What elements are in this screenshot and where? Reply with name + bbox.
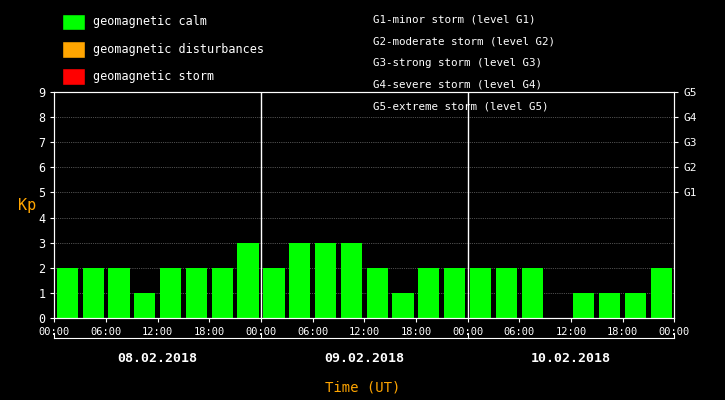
Bar	[599, 293, 621, 318]
Bar	[186, 268, 207, 318]
Text: geomagnetic disturbances: geomagnetic disturbances	[93, 43, 264, 56]
Bar	[470, 268, 491, 318]
Text: G4-severe storm (level G4): G4-severe storm (level G4)	[373, 80, 542, 90]
Bar	[160, 268, 181, 318]
Text: 10.02.2018: 10.02.2018	[531, 352, 611, 364]
Text: geomagnetic calm: geomagnetic calm	[93, 16, 207, 28]
Bar	[444, 268, 465, 318]
Bar	[651, 268, 672, 318]
Bar	[392, 293, 414, 318]
Bar	[625, 293, 646, 318]
Bar	[367, 268, 388, 318]
Bar	[57, 268, 78, 318]
Bar	[83, 268, 104, 318]
Y-axis label: Kp: Kp	[18, 198, 36, 212]
Text: G3-strong storm (level G3): G3-strong storm (level G3)	[373, 58, 542, 68]
Text: geomagnetic storm: geomagnetic storm	[93, 70, 214, 83]
Text: 09.02.2018: 09.02.2018	[324, 352, 405, 364]
Bar	[496, 268, 517, 318]
Bar	[212, 268, 233, 318]
Text: 08.02.2018: 08.02.2018	[117, 352, 198, 364]
Bar	[521, 268, 543, 318]
Bar	[315, 243, 336, 318]
Text: Time (UT): Time (UT)	[325, 380, 400, 394]
Bar	[263, 268, 284, 318]
Bar	[341, 243, 362, 318]
Bar	[573, 293, 594, 318]
Text: G1-minor storm (level G1): G1-minor storm (level G1)	[373, 15, 536, 25]
Bar	[134, 293, 155, 318]
Text: G2-moderate storm (level G2): G2-moderate storm (level G2)	[373, 37, 555, 47]
Bar	[238, 243, 259, 318]
Text: G5-extreme storm (level G5): G5-extreme storm (level G5)	[373, 101, 549, 111]
Bar	[289, 243, 310, 318]
Bar	[418, 268, 439, 318]
Bar	[108, 268, 130, 318]
